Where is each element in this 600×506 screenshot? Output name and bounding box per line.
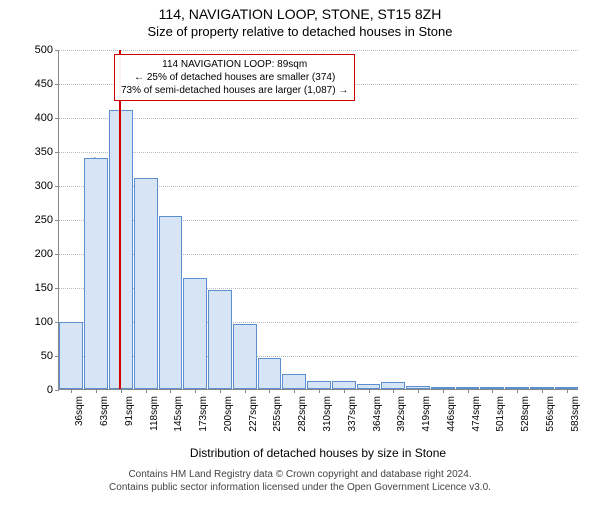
grid-line xyxy=(59,50,578,51)
y-tick-label: 250 xyxy=(35,214,59,226)
x-tick-label: 282sqm xyxy=(297,396,308,432)
x-tick xyxy=(418,389,419,393)
title-main: 114, NAVIGATION LOOP, STONE, ST15 8ZH xyxy=(0,6,600,22)
x-tick xyxy=(344,389,345,393)
x-tick-label: 173sqm xyxy=(198,396,209,432)
y-tick-label: 350 xyxy=(35,146,59,158)
x-tick-label: 528sqm xyxy=(520,396,531,432)
histogram-bar xyxy=(183,278,207,389)
title-sub: Size of property relative to detached ho… xyxy=(0,24,600,39)
histogram-bar xyxy=(332,381,356,389)
x-tick xyxy=(96,389,97,393)
callout-line-3: 73% of semi-detached houses are larger (… xyxy=(121,84,348,97)
x-tick-label: 419sqm xyxy=(421,396,432,432)
x-tick xyxy=(294,389,295,393)
footer-line-2: Contains public sector information licen… xyxy=(0,482,600,495)
x-tick xyxy=(170,389,171,393)
chart-container: Number of detached properties 0501001502… xyxy=(58,50,578,430)
histogram-bar xyxy=(233,324,257,389)
x-tick-label: 227sqm xyxy=(248,396,259,432)
x-tick-label: 337sqm xyxy=(347,396,358,432)
histogram-bar xyxy=(159,216,183,389)
y-tick-label: 400 xyxy=(35,112,59,124)
x-tick-label: 556sqm xyxy=(545,396,556,432)
x-tick-label: 118sqm xyxy=(149,396,160,431)
x-tick xyxy=(393,389,394,393)
x-tick xyxy=(468,389,469,393)
histogram-bar xyxy=(381,382,405,389)
x-tick-label: 392sqm xyxy=(396,396,407,432)
histogram-bar xyxy=(282,374,306,389)
x-tick xyxy=(269,389,270,393)
x-tick xyxy=(220,389,221,393)
x-tick xyxy=(567,389,568,393)
x-tick-label: 364sqm xyxy=(372,396,383,432)
footer-line-1: Contains HM Land Registry data © Crown c… xyxy=(0,469,600,482)
x-tick-label: 474sqm xyxy=(471,396,482,432)
x-tick xyxy=(517,389,518,393)
histogram-bar xyxy=(59,322,83,389)
y-tick-label: 450 xyxy=(35,78,59,90)
x-tick-label: 200sqm xyxy=(223,396,234,432)
x-tick-label: 583sqm xyxy=(570,396,581,432)
y-tick-label: 200 xyxy=(35,248,59,260)
y-tick-label: 300 xyxy=(35,180,59,192)
histogram-bar xyxy=(134,178,158,389)
grid-line xyxy=(59,118,578,119)
y-tick-label: 50 xyxy=(41,350,59,362)
x-tick xyxy=(245,389,246,393)
plot-area: 05010015020025030035040045050036sqm63sqm… xyxy=(58,50,578,390)
x-tick xyxy=(542,389,543,393)
histogram-bar xyxy=(258,358,282,389)
callout-line-1: 114 NAVIGATION LOOP: 89sqm xyxy=(121,58,348,71)
x-tick xyxy=(443,389,444,393)
histogram-bar xyxy=(307,381,331,389)
x-tick-label: 145sqm xyxy=(173,396,184,432)
x-tick-label: 255sqm xyxy=(272,396,283,432)
x-tick xyxy=(146,389,147,393)
x-axis-label: Distribution of detached houses by size … xyxy=(58,446,578,460)
x-tick-label: 446sqm xyxy=(446,396,457,432)
x-tick-label: 63sqm xyxy=(99,396,110,426)
y-tick-label: 150 xyxy=(35,282,59,294)
histogram-bar xyxy=(208,290,232,389)
footer: Contains HM Land Registry data © Crown c… xyxy=(0,469,600,494)
x-tick-label: 36sqm xyxy=(74,396,85,426)
x-tick-label: 91sqm xyxy=(124,396,135,426)
x-tick xyxy=(121,389,122,393)
y-tick-label: 500 xyxy=(35,44,59,56)
callout-line-2: ← 25% of detached houses are smaller (37… xyxy=(121,71,348,84)
y-tick-label: 100 xyxy=(35,316,59,328)
x-tick-label: 310sqm xyxy=(322,396,333,432)
grid-line xyxy=(59,152,578,153)
callout-box: 114 NAVIGATION LOOP: 89sqm ← 25% of deta… xyxy=(114,54,355,101)
x-tick xyxy=(71,389,72,393)
x-tick xyxy=(369,389,370,393)
x-tick xyxy=(319,389,320,393)
histogram-bar xyxy=(84,158,108,389)
y-tick-label: 0 xyxy=(47,384,59,396)
x-tick xyxy=(492,389,493,393)
x-tick-label: 501sqm xyxy=(495,396,506,432)
x-tick xyxy=(195,389,196,393)
